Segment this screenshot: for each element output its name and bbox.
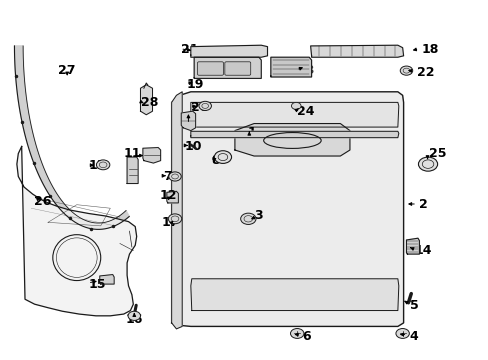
Text: 13: 13 [89, 159, 106, 172]
Text: 2: 2 [419, 198, 427, 211]
Polygon shape [190, 45, 267, 57]
Text: 8: 8 [210, 154, 219, 167]
Text: 1: 1 [247, 126, 256, 139]
Circle shape [395, 329, 408, 338]
Text: 23: 23 [297, 64, 314, 77]
Circle shape [240, 213, 256, 224]
Polygon shape [142, 148, 160, 163]
Polygon shape [17, 147, 137, 316]
Circle shape [418, 157, 437, 171]
Polygon shape [190, 279, 398, 311]
Polygon shape [190, 102, 398, 127]
Text: 9: 9 [183, 115, 191, 128]
FancyBboxPatch shape [197, 62, 223, 75]
Circle shape [128, 311, 140, 320]
Text: 20: 20 [190, 101, 208, 114]
Text: 15: 15 [89, 278, 106, 291]
Polygon shape [194, 57, 261, 78]
Text: 21: 21 [181, 43, 198, 56]
Text: 18: 18 [421, 43, 438, 56]
Polygon shape [310, 45, 403, 57]
Text: 6: 6 [302, 330, 310, 343]
Text: 3: 3 [254, 209, 262, 222]
Polygon shape [234, 123, 349, 156]
Text: 27: 27 [59, 64, 76, 77]
Circle shape [168, 172, 181, 181]
Polygon shape [140, 85, 152, 115]
Text: 12: 12 [159, 189, 176, 202]
Text: 24: 24 [297, 105, 314, 118]
Circle shape [290, 329, 304, 338]
Polygon shape [166, 191, 178, 203]
Polygon shape [406, 238, 419, 254]
Circle shape [168, 214, 182, 224]
Text: 5: 5 [409, 299, 418, 312]
Text: 26: 26 [34, 195, 51, 208]
Polygon shape [127, 157, 138, 184]
Text: 22: 22 [416, 66, 434, 79]
Polygon shape [100, 275, 114, 284]
Polygon shape [270, 57, 311, 77]
Text: 28: 28 [140, 96, 158, 109]
Circle shape [214, 151, 231, 163]
Text: 16: 16 [125, 313, 142, 326]
Polygon shape [171, 92, 403, 327]
Text: 19: 19 [186, 78, 204, 91]
Circle shape [199, 101, 211, 111]
Polygon shape [171, 92, 182, 329]
Circle shape [96, 160, 110, 170]
Circle shape [399, 66, 412, 75]
Text: 14: 14 [414, 244, 431, 257]
Polygon shape [181, 111, 195, 131]
FancyBboxPatch shape [224, 62, 250, 75]
Polygon shape [190, 131, 398, 138]
Polygon shape [15, 46, 129, 229]
Text: 17: 17 [161, 216, 179, 229]
Text: 10: 10 [184, 140, 202, 153]
Text: 4: 4 [409, 330, 418, 343]
Text: 25: 25 [428, 147, 446, 160]
Text: 11: 11 [123, 147, 141, 160]
Circle shape [291, 102, 301, 109]
Text: 7: 7 [163, 170, 171, 183]
